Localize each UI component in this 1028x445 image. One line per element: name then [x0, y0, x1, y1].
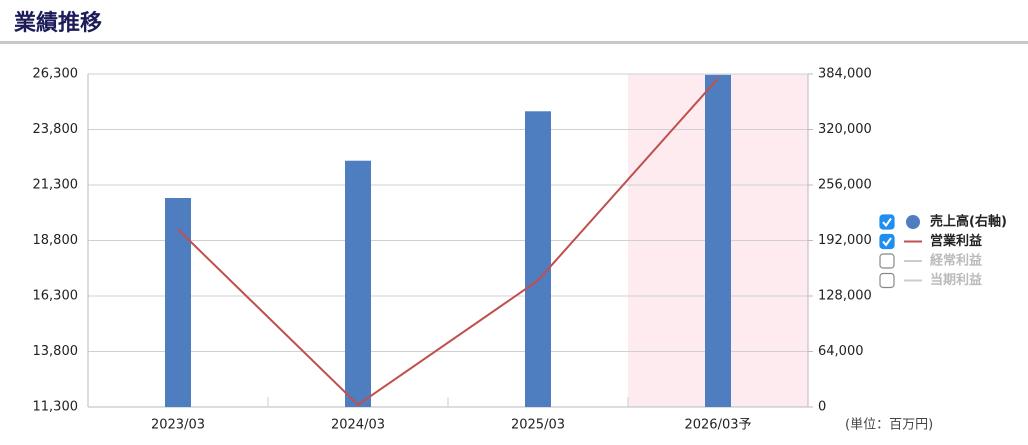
legend-label[interactable]: 売上高(右軸) — [930, 214, 1007, 230]
y2-tick-label: 256,000 — [818, 178, 872, 193]
legend-checkbox[interactable] — [879, 272, 895, 289]
legend-checkbox[interactable] — [879, 233, 895, 250]
title-underline — [0, 41, 1028, 44]
legend-label[interactable]: 当期利益 — [930, 272, 982, 288]
y2-tick-label: 320,000 — [818, 122, 872, 137]
legend-check — [882, 237, 892, 247]
bar — [525, 111, 551, 407]
y-tick-label: 11,300 — [33, 400, 79, 415]
bar — [705, 74, 731, 407]
chart-title: 業績推移 — [14, 10, 102, 36]
y2-tick-label: 384,000 — [818, 67, 872, 82]
y-tick-label: 16,300 — [33, 289, 79, 304]
legend-marker — [906, 215, 920, 229]
unit-note: (単位：百万円) — [845, 417, 933, 433]
x-tick-label: 2026/03予 — [684, 418, 751, 433]
y-tick-label: 26,300 — [33, 67, 79, 82]
legend-check — [882, 217, 892, 228]
y-tick-label: 23,800 — [33, 122, 79, 137]
x-tick-label: 2025/03 — [511, 418, 565, 433]
x-tick-label: 2023/03 — [151, 418, 205, 433]
legend-checkbox[interactable] — [879, 214, 895, 230]
y-tick-label: 18,800 — [33, 233, 79, 248]
legend-label[interactable]: 経常利益 — [930, 253, 982, 269]
x-tick-label: 2024/03 — [331, 418, 385, 433]
y-tick-label: 13,800 — [33, 344, 79, 359]
bar — [165, 198, 191, 407]
y2-tick-label: 64,000 — [818, 344, 864, 359]
y2-tick-label: 0 — [818, 400, 826, 415]
y-tick-label: 21,300 — [33, 178, 79, 193]
legend-label[interactable]: 営業利益 — [930, 233, 982, 249]
line — [177, 77, 719, 407]
y2-tick-label: 128,000 — [818, 289, 872, 304]
legend-checkbox[interactable] — [879, 253, 895, 269]
bar — [345, 160, 371, 407]
y2-tick-label: 192,000 — [818, 233, 872, 248]
